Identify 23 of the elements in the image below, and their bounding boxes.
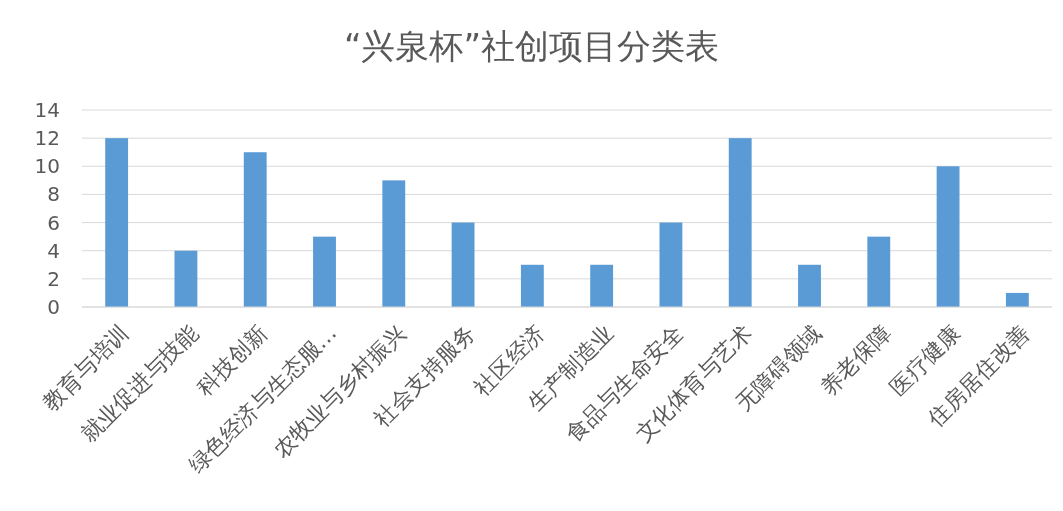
bar bbox=[1005, 292, 1029, 307]
bar bbox=[867, 236, 891, 307]
y-tick-label: 12 bbox=[34, 126, 60, 151]
chart-title: “兴泉杯”社创项目分类表 bbox=[343, 26, 720, 66]
y-tick-label: 4 bbox=[47, 238, 60, 263]
bar bbox=[451, 222, 475, 307]
bar bbox=[313, 236, 336, 307]
bar bbox=[936, 166, 960, 307]
bar bbox=[174, 250, 198, 307]
bar bbox=[105, 138, 129, 307]
y-tick-label: 8 bbox=[47, 182, 60, 207]
y-tick-label: 6 bbox=[47, 210, 60, 235]
bar bbox=[520, 264, 544, 307]
y-tick-label: 0 bbox=[47, 295, 60, 319]
bar bbox=[659, 222, 683, 307]
bar bbox=[728, 138, 752, 307]
bar bbox=[243, 152, 267, 307]
y-tick-label: 10 bbox=[34, 154, 60, 179]
bar bbox=[382, 180, 406, 307]
bar bbox=[798, 264, 821, 307]
bar bbox=[590, 264, 614, 307]
y-tick-label: 2 bbox=[47, 266, 60, 291]
y-tick-label: 14 bbox=[34, 98, 60, 122]
